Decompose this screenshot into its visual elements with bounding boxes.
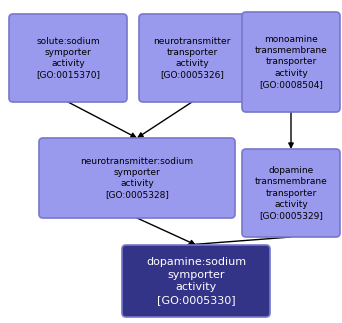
FancyBboxPatch shape xyxy=(242,149,340,237)
Text: monoamine
transmembrane
transporter
activity
[GO:0008504]: monoamine transmembrane transporter acti… xyxy=(255,35,327,89)
Text: dopamine:sodium
symporter
activity
[GO:0005330]: dopamine:sodium symporter activity [GO:0… xyxy=(146,257,246,305)
Text: neurotransmitter:sodium
symporter
activity
[GO:0005328]: neurotransmitter:sodium symporter activi… xyxy=(80,157,194,199)
Text: solute:sodium
symporter
activity
[GO:0015370]: solute:sodium symporter activity [GO:001… xyxy=(36,37,100,79)
FancyBboxPatch shape xyxy=(122,245,270,317)
FancyBboxPatch shape xyxy=(139,14,245,102)
FancyBboxPatch shape xyxy=(9,14,127,102)
Text: dopamine
transmembrane
transporter
activity
[GO:0005329]: dopamine transmembrane transporter activ… xyxy=(255,166,327,220)
FancyBboxPatch shape xyxy=(39,138,235,218)
Text: neurotransmitter
transporter
activity
[GO:0005326]: neurotransmitter transporter activity [G… xyxy=(153,37,231,79)
FancyBboxPatch shape xyxy=(242,12,340,112)
